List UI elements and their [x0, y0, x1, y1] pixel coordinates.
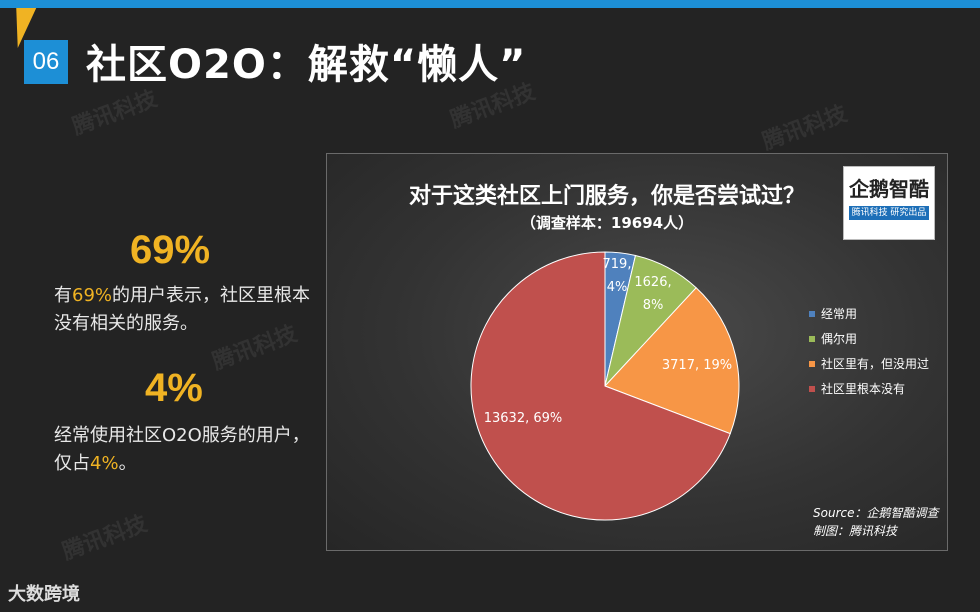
chart-source: Source：企鹅智酷调查 制图：腾讯科技	[813, 504, 938, 540]
desc-text: 的用户表示，社区里根本没有相关的服务。	[54, 285, 311, 334]
legend-item: 经常用	[809, 301, 929, 326]
chart-legend: 经常用偶尔用社区里有，但没用过 社区里根本没有	[809, 301, 929, 401]
slice-data-label: 1626,	[634, 275, 671, 290]
legend-item: 社区里有，但没用过	[809, 351, 929, 376]
source-line: Source：企鹅智酷调查	[813, 506, 939, 520]
slide-title: 社区O2O：解救“懒人”	[86, 42, 527, 88]
stat-4-value: 4%	[145, 366, 203, 410]
legend-label: 经常用	[821, 307, 858, 321]
chart-subtitle: （调查样本：19694人）	[520, 214, 694, 232]
slice-data-label: 3717, 19%	[662, 358, 732, 373]
watermark-text: 腾讯科技	[759, 101, 851, 156]
stat-4-description: 经常使用社区O2O服务的用户，仅占4%。	[54, 422, 324, 478]
legend-item: 偶尔用	[809, 326, 929, 351]
slice-data-label: 4%	[607, 280, 628, 295]
legend-label: 偶尔用	[821, 332, 858, 346]
logo-text: 企鹅智酷	[849, 177, 929, 201]
desc-text: 有	[54, 285, 72, 306]
top-accent-bar	[0, 0, 980, 8]
legend-swatch	[809, 385, 815, 392]
slide-number: 06	[24, 40, 68, 84]
slice-data-label: 13632, 69%	[484, 411, 563, 426]
pie-chart-panel: 719, 4% 1626, 8% 3717, 19% 13632, 69% 对于这类社区上…	[326, 153, 948, 551]
stat-69-value: 69%	[130, 228, 211, 272]
chart-title: 对于这类社区上门服务，你是否尝试过？	[408, 184, 805, 209]
watermark-text: 腾讯科技	[59, 511, 151, 566]
stat-69-description: 有69%的用户表示，社区里根本没有相关的服务。	[54, 282, 324, 338]
legend-label: 社区里根本没有	[821, 382, 906, 396]
penguin-intelligence-logo: 企鹅智酷 腾讯科技 研究出品	[843, 166, 935, 240]
legend-label: 社区里有，但没用过	[821, 357, 930, 371]
slice-data-label: 719,	[603, 257, 632, 272]
desc-text: 经常使用社区O2O服务的用户，仅占	[54, 425, 310, 474]
pie-slice-4	[470, 251, 731, 521]
pie-slice-3	[604, 287, 740, 435]
legend-swatch	[809, 360, 815, 367]
desc-text: 。	[118, 453, 137, 474]
legend-swatch	[809, 335, 815, 342]
footer-logo: 大数跨境	[8, 584, 80, 605]
slice-data-label: 8%	[643, 298, 664, 313]
legend-swatch	[809, 310, 815, 317]
legend-item: 社区里根本没有	[809, 376, 929, 401]
credit-line: 制图：腾讯科技	[813, 524, 898, 538]
pie-chart: 719, 4% 1626, 8% 3717, 19% 13632, 69%	[470, 251, 740, 521]
desc-highlight: 4%	[90, 453, 119, 474]
logo-subtext: 腾讯科技 研究出品	[849, 206, 929, 220]
desc-highlight: 69%	[72, 285, 113, 306]
